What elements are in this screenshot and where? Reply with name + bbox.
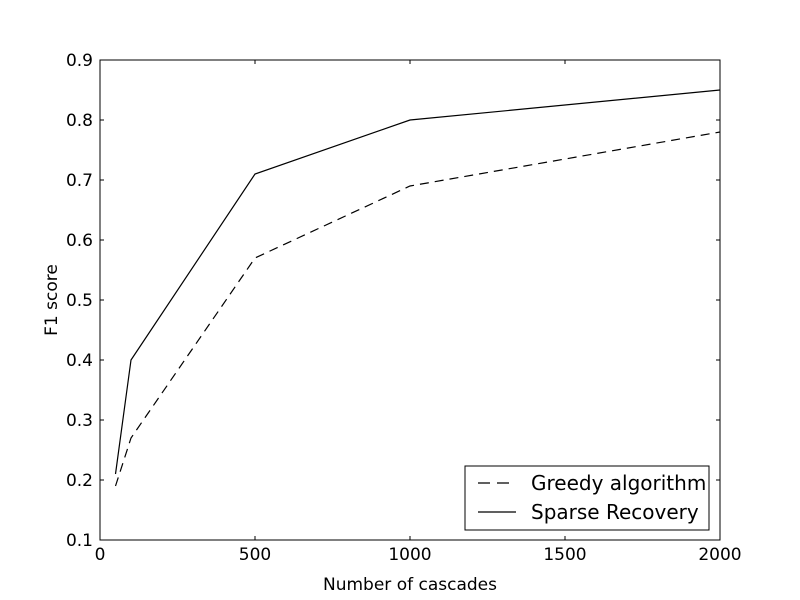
y-axis-label: F1 score bbox=[42, 264, 62, 336]
y-tick-label: 0.9 bbox=[66, 51, 93, 71]
x-tick-label: 2000 bbox=[698, 545, 741, 565]
y-tick-label: 0.3 bbox=[66, 411, 93, 431]
y-tick-label: 0.4 bbox=[66, 351, 93, 371]
x-axis-label: Number of cascades bbox=[323, 575, 497, 595]
x-tick-label: 1000 bbox=[388, 545, 431, 565]
tick-labels: 0 500 1000 1500 2000 0.1 0.2 0.3 0.4 0.5 0.6 0.7 0.8… bbox=[66, 51, 742, 565]
y-tick-label: 0.8 bbox=[66, 111, 93, 131]
series-line-greedy-algorithm bbox=[114, 131, 721, 487]
x-tick-label: 0 bbox=[95, 545, 106, 565]
y-tick-label: 0.1 bbox=[66, 531, 93, 551]
plot-background bbox=[100, 60, 720, 540]
legend-box bbox=[464, 465, 710, 531]
y-tick-label: 0.7 bbox=[66, 171, 93, 191]
x-tick-label: 1500 bbox=[543, 545, 586, 565]
plot-frame bbox=[99, 59, 721, 541]
y-tick-label: 0.5 bbox=[66, 291, 93, 311]
legend-label: Sparse Recovery bbox=[531, 500, 699, 524]
legend: Greedy algorithm Sparse Recovery bbox=[464, 465, 710, 531]
x-tick-label: 500 bbox=[239, 545, 271, 565]
y-tick-label: 0.2 bbox=[66, 471, 93, 491]
y-tick-label: 0.6 bbox=[66, 231, 93, 251]
series-lines bbox=[114, 89, 721, 487]
legend-label: Greedy algorithm bbox=[531, 471, 706, 495]
series-line-sparse-recovery bbox=[114, 89, 721, 475]
